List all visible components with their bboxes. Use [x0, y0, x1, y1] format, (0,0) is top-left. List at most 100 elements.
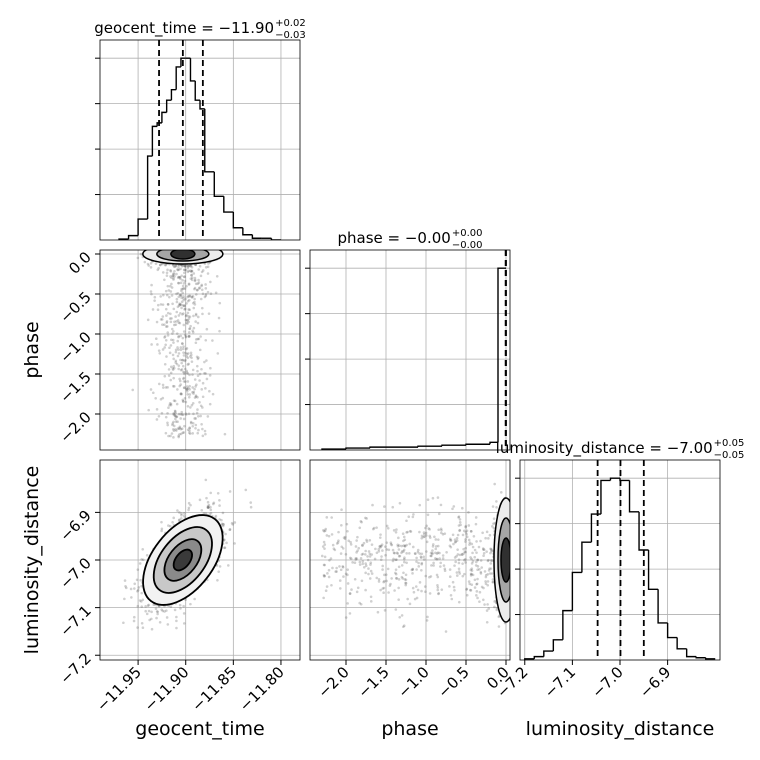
scatter-point — [194, 395, 198, 399]
scatter-point — [180, 342, 184, 345]
scatter-point — [171, 353, 175, 357]
scatter-point — [427, 527, 430, 530]
scatter-point — [180, 410, 184, 414]
scatter-point — [172, 265, 176, 269]
scatter-point — [428, 592, 432, 595]
scatter-point — [482, 598, 485, 602]
scatter-point — [403, 545, 407, 548]
scatter-point — [187, 501, 191, 505]
scatter-point — [141, 558, 145, 562]
scatter-point — [400, 614, 404, 617]
scatter-point — [198, 379, 201, 382]
scatter-point — [176, 339, 180, 343]
scatter-point — [393, 589, 396, 592]
scatter-point — [354, 558, 358, 561]
scatter-point — [369, 569, 373, 573]
scatter-point — [151, 308, 155, 311]
scatter-point — [201, 434, 205, 438]
scatter-point — [204, 478, 208, 482]
scatter-point — [178, 511, 181, 514]
scatter-point — [200, 388, 204, 391]
scatter-point — [368, 552, 372, 556]
scatter-point — [397, 598, 400, 601]
contour-level-3 — [172, 548, 193, 572]
scatter-point — [364, 553, 367, 556]
scatter-point — [185, 302, 188, 305]
scatter-point — [361, 544, 364, 547]
scatter-point — [458, 572, 461, 575]
scatter-point — [169, 434, 172, 438]
scatter-point — [201, 292, 205, 296]
scatter-point — [408, 602, 412, 606]
scatter-point — [198, 287, 201, 290]
scatter-point — [323, 574, 327, 578]
scatter-point — [397, 565, 401, 569]
scatter-point — [437, 528, 440, 532]
scatter-point — [172, 277, 175, 280]
scatter-point — [398, 554, 402, 558]
scatter-point — [204, 512, 208, 515]
hist-bin-luminosity_distance — [600, 479, 611, 515]
scatter-point — [453, 588, 456, 592]
scatter-point — [464, 530, 468, 534]
scatter-point — [156, 268, 160, 272]
scatter-point — [368, 555, 372, 558]
scatter-point — [244, 488, 248, 492]
scatter-point — [480, 585, 484, 589]
scatter-point — [178, 302, 181, 305]
scatter-point — [205, 496, 208, 500]
scatter-point — [177, 348, 180, 351]
scatter-point — [187, 395, 191, 399]
scatter-point — [171, 384, 175, 388]
scatter-point — [439, 527, 443, 531]
scatter-point — [366, 558, 370, 562]
scatter-point — [216, 352, 220, 355]
scatter-point — [203, 429, 207, 433]
scatter-point — [155, 320, 159, 324]
scatter-point — [218, 329, 221, 333]
scatter-point — [419, 556, 423, 560]
scatter-point — [172, 413, 175, 416]
scatter-point — [184, 400, 188, 404]
scatter-point — [402, 535, 406, 539]
scatter-point — [148, 618, 151, 622]
y-tick-label-phase: −1.0 — [56, 328, 94, 366]
scatter-point — [401, 532, 405, 536]
title-minus: −0.00 — [452, 240, 483, 251]
scatter-point — [323, 563, 326, 567]
scatter-point — [474, 560, 478, 564]
scatter-point — [322, 573, 326, 577]
scatter-point — [467, 580, 471, 583]
scatter-point — [350, 588, 353, 591]
scatter-point — [186, 264, 190, 268]
scatter-point — [133, 582, 137, 586]
scatter-point — [464, 561, 467, 564]
scatter-point — [402, 571, 405, 575]
hist-bin-geocent_time — [161, 111, 167, 123]
scatter-point — [329, 557, 333, 560]
scatter-point — [394, 558, 397, 562]
scatter-point — [169, 365, 173, 369]
scatter-point — [497, 615, 501, 619]
scatter-point — [346, 602, 349, 605]
scatter-point — [184, 413, 188, 416]
scatter-point — [461, 562, 464, 565]
scatter-point — [149, 266, 153, 269]
scatter-point — [341, 565, 345, 569]
scatter-point — [197, 281, 201, 284]
scatter-point — [499, 491, 503, 494]
scatter-point — [188, 427, 192, 430]
scatter-point — [177, 295, 181, 299]
scatter-point — [146, 604, 150, 608]
scatter-point — [471, 545, 475, 549]
scatter-point — [145, 553, 149, 557]
scatter-point — [479, 570, 483, 574]
scatter-point — [468, 543, 471, 546]
scatter-point — [187, 412, 191, 416]
scatter-point — [455, 554, 458, 558]
scatter-point — [156, 612, 159, 616]
scatter-point — [200, 288, 204, 292]
scatter-point — [467, 538, 471, 542]
scatter-point — [187, 283, 191, 286]
scatter-point — [397, 548, 401, 551]
